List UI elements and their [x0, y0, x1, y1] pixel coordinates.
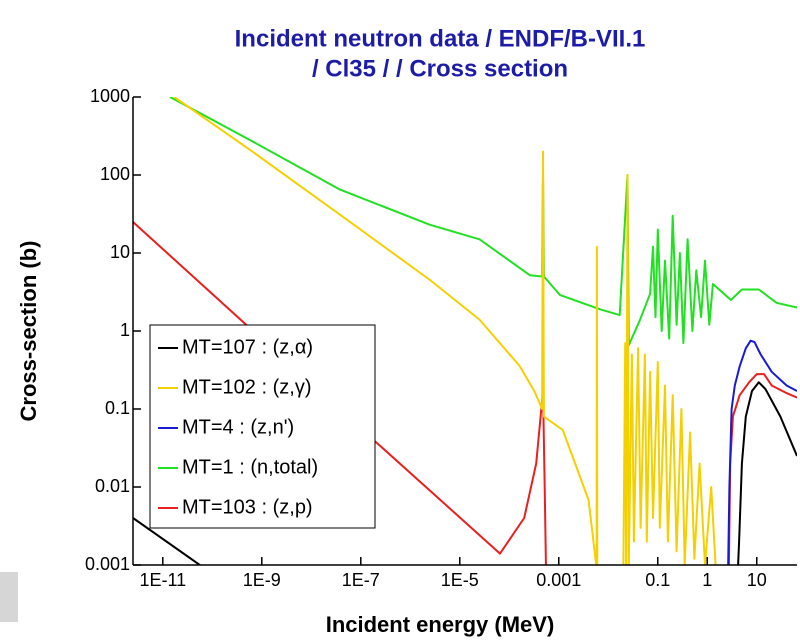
x-tick-label: 1E-5	[441, 570, 479, 590]
y-tick-label: 0.1	[105, 398, 130, 418]
y-tick-label: 10	[110, 242, 130, 262]
x-tick-label: 1E-11	[139, 570, 186, 590]
x-axis-title: Incident energy (MeV)	[326, 612, 555, 637]
x-tick-label: 1	[702, 570, 712, 590]
legend-label: MT=107 : (z,α)	[182, 336, 313, 358]
y-tick-label: 100	[100, 164, 130, 184]
y-tick-label: 0.001	[85, 554, 130, 574]
series-line	[727, 339, 797, 565]
x-tick-label: 1E-7	[342, 570, 380, 590]
legend-label: MT=1 : (n,total)	[182, 456, 318, 478]
series-line	[169, 97, 797, 347]
series-line	[737, 381, 797, 565]
y-tick-label: 1000	[90, 86, 130, 106]
x-tick-label: 0.001	[536, 570, 581, 590]
legend-label: MT=102 : (z,γ)	[182, 376, 311, 398]
legend: MT=107 : (z,α) MT=102 : (z,γ) MT=4 : (z,n'…	[149, 324, 376, 529]
legend-box	[149, 324, 376, 529]
legend-label: MT=103 : (z,p)	[182, 496, 313, 518]
panel-edge	[0, 572, 18, 622]
chart-title: Incident neutron data / ENDF/B-VII.1	[235, 25, 646, 52]
y-tick-label: 1	[120, 320, 130, 340]
legend-label: MT=4 : (z,n')	[182, 416, 294, 438]
x-tick-label: 0.1	[645, 570, 670, 590]
y-axis-title: Cross-section (b)	[16, 241, 41, 422]
series-line	[133, 517, 201, 565]
x-tick-label: 10	[747, 570, 767, 590]
series-line	[173, 97, 717, 565]
y-tick-label: 0.01	[95, 476, 130, 496]
chart-title: / Cl35 / / Cross section	[312, 55, 568, 82]
x-tick-label: 1E-9	[243, 570, 281, 590]
